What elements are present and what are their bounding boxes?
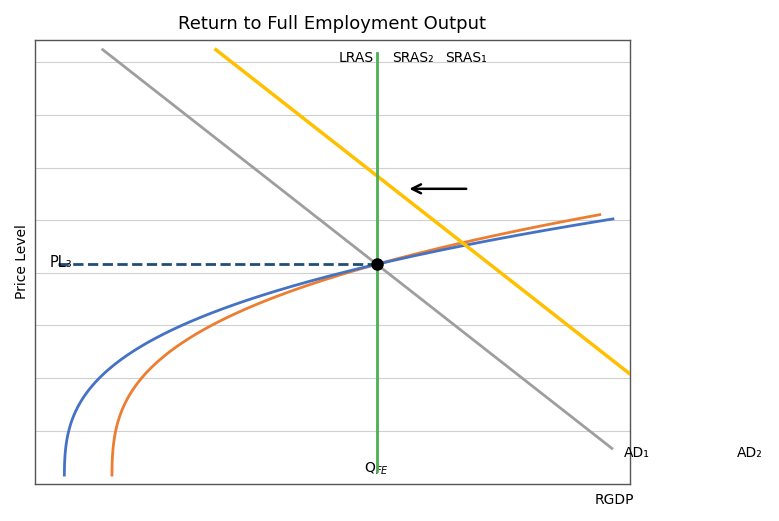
Title: Return to Full Employment Output: Return to Full Employment Output — [178, 15, 486, 33]
Text: PL₃: PL₃ — [49, 255, 72, 269]
Text: LRAS: LRAS — [339, 51, 374, 65]
Text: AD₁: AD₁ — [624, 446, 650, 460]
Y-axis label: Price Level: Price Level — [15, 225, 29, 300]
Text: Q$_{FE}$: Q$_{FE}$ — [365, 461, 390, 477]
Text: SRAS₂: SRAS₂ — [392, 51, 433, 65]
X-axis label: RGDP: RGDP — [595, 493, 635, 507]
Text: AD₂: AD₂ — [737, 446, 763, 460]
Text: SRAS₁: SRAS₁ — [446, 51, 487, 65]
